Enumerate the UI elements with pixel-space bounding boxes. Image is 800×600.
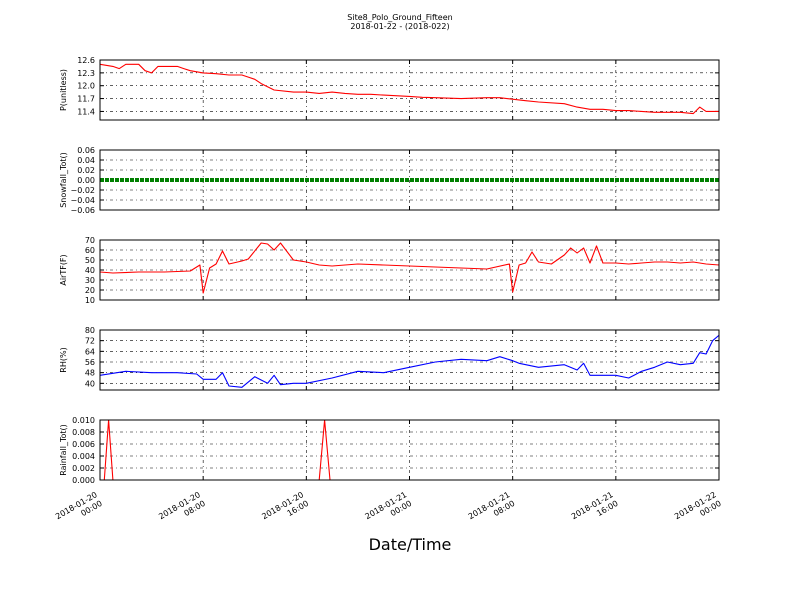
figure-subtitle: 2018-01-22 - (2018-022) — [350, 22, 449, 31]
snowfall-tot-ytick-label-5: 0.04 — [77, 156, 95, 165]
rh-ytick-label-2: 56 — [85, 358, 95, 367]
panels: 11.411.712.012.312.6P(unitless)−0.06−0.0… — [59, 56, 720, 485]
snowfall-tot-y-axis-label: Snowfall_Tot() — [59, 152, 68, 208]
airtf-f-y-axis-label: AirTF(F) — [59, 254, 68, 285]
p-unitless-ytick-label-3: 12.3 — [77, 69, 95, 78]
airtf-f-series — [100, 242, 719, 294]
rainfall-tot-axes-frame — [99, 419, 720, 481]
p-unitless-y-axis-label: P(unitless) — [59, 69, 68, 111]
figure-title: Site8_Polo_Ground_Fifteen — [347, 13, 452, 22]
p-unitless-ytick-label-2: 12.0 — [77, 82, 95, 91]
snowfall-tot-ytick-label-0: −0.06 — [70, 206, 95, 215]
rainfall-tot-ytick-label-2: 0.004 — [72, 452, 95, 461]
p-unitless-ytick-label-0: 11.4 — [77, 107, 95, 116]
snowfall-tot-axes-frame — [99, 149, 720, 211]
rainfall-tot-y-axis-label: Rainfall_Tot() — [59, 424, 68, 476]
panel-snowfall-tot: −0.06−0.04−0.020.000.020.040.06 Snowfall_… — [59, 146, 720, 215]
snowfall-tot-ytick-label-6: 0.06 — [77, 146, 95, 155]
rh-series — [100, 334, 719, 388]
airtf-f-ytick-label-5: 60 — [85, 246, 95, 255]
p-unitless-ytick-label-1: 11.7 — [77, 95, 95, 104]
snowfall-tot-ytick-label-2: −0.02 — [70, 186, 95, 195]
airtf-f-ytick-label-3: 40 — [85, 266, 95, 275]
snowfall-tot-ytick-label-3: 0.00 — [77, 176, 95, 185]
snowfall-tot-ytick-label-1: −0.04 — [70, 196, 95, 205]
x-axis-label: Date/Time — [369, 535, 452, 554]
rainfall-tot-ytick-label-5: 0.010 — [72, 416, 95, 425]
rainfall-tot-ytick-label-1: 0.002 — [72, 464, 95, 473]
rh-ytick-label-1: 48 — [85, 369, 95, 378]
rh-ytick-label-5: 80 — [85, 326, 95, 335]
rh-ytick-label-4: 72 — [85, 337, 95, 346]
rh-ytick-label-3: 64 — [85, 347, 95, 356]
rainfall-tot-ytick-label-4: 0.008 — [72, 428, 95, 437]
airtf-f-ytick-label-4: 50 — [85, 256, 95, 265]
rh-axes-frame — [99, 329, 720, 391]
rainfall-tot-ytick-label-0: 0.000 — [72, 476, 95, 485]
p-unitless-ytick-label-4: 12.6 — [77, 56, 95, 65]
airtf-f-ytick-label-2: 30 — [85, 276, 95, 285]
airtf-f-ytick-label-6: 70 — [85, 236, 95, 245]
rainfall-tot-ytick-label-3: 0.006 — [72, 440, 95, 449]
panel-rainfall-tot: 0.000 0.002 0.004 0.006 0.008 0.010 Rainfall_T… — [59, 416, 720, 485]
airtf-f-axes-frame — [99, 239, 720, 301]
p-unitless-axes-frame — [99, 59, 720, 121]
p-unitless-series — [100, 63, 719, 115]
panel-p-unitless: 11.4 11.7 12.0 12.3 12.6 P(unitless) — [59, 56, 720, 121]
airtf-f-ytick-label-0: 10 — [85, 296, 95, 305]
rh-ytick-label-0: 40 — [85, 379, 95, 388]
rh-y-axis-label: RH(%) — [59, 347, 68, 372]
airtf-f-ytick-label-1: 20 — [85, 286, 95, 295]
snowfall-tot-ytick-label-4: 0.02 — [77, 166, 95, 175]
